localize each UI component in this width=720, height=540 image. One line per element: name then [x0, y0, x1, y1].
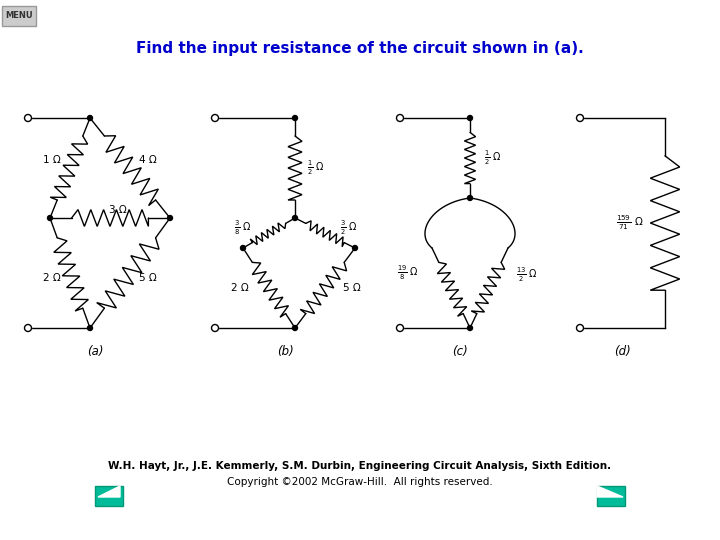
Bar — [95, 486, 123, 506]
Text: $\frac{3}{8}$ Ω: $\frac{3}{8}$ Ω — [235, 219, 252, 237]
Text: 1 Ω: 1 Ω — [43, 155, 61, 165]
Bar — [597, 486, 625, 506]
Circle shape — [467, 326, 472, 330]
Polygon shape — [597, 486, 623, 497]
Circle shape — [212, 325, 218, 332]
Text: $\frac{13}{2}$ Ω: $\frac{13}{2}$ Ω — [516, 266, 538, 284]
Circle shape — [212, 114, 218, 122]
Circle shape — [88, 326, 92, 330]
Circle shape — [168, 215, 173, 220]
Circle shape — [24, 114, 32, 122]
Text: 3 Ω: 3 Ω — [109, 205, 127, 215]
Circle shape — [292, 215, 297, 220]
Text: Copyright ©2002 McGraw-Hill.  All rights reserved.: Copyright ©2002 McGraw-Hill. All rights … — [227, 477, 493, 487]
Text: MENU: MENU — [5, 11, 33, 21]
Text: (a): (a) — [86, 346, 103, 359]
Text: $\frac{3}{2}$ Ω: $\frac{3}{2}$ Ω — [340, 219, 358, 237]
Circle shape — [292, 116, 297, 120]
Text: $\frac{19}{8}$ Ω: $\frac{19}{8}$ Ω — [397, 264, 419, 282]
Polygon shape — [98, 486, 120, 497]
Text: 2 Ω: 2 Ω — [43, 273, 61, 283]
Circle shape — [467, 116, 472, 120]
Text: $\frac{1}{2}$ Ω: $\frac{1}{2}$ Ω — [307, 159, 325, 177]
Text: 5 Ω: 5 Ω — [139, 273, 157, 283]
Text: (d): (d) — [613, 346, 631, 359]
Circle shape — [467, 195, 472, 200]
Text: 2 Ω: 2 Ω — [231, 283, 249, 293]
Circle shape — [577, 325, 583, 332]
Circle shape — [48, 215, 53, 220]
Circle shape — [24, 325, 32, 332]
Circle shape — [292, 326, 297, 330]
Text: Find the input resistance of the circuit shown in (a).: Find the input resistance of the circuit… — [136, 40, 584, 56]
Text: $\frac{1}{2}$ Ω: $\frac{1}{2}$ Ω — [484, 149, 502, 167]
Text: 4 Ω: 4 Ω — [139, 155, 157, 165]
Circle shape — [577, 114, 583, 122]
Circle shape — [397, 325, 403, 332]
Circle shape — [397, 114, 403, 122]
Text: (b): (b) — [276, 346, 293, 359]
Text: $\frac{159}{71}$ Ω: $\frac{159}{71}$ Ω — [616, 214, 644, 232]
Circle shape — [353, 246, 358, 251]
FancyBboxPatch shape — [2, 6, 36, 26]
Circle shape — [240, 246, 246, 251]
Circle shape — [88, 116, 92, 120]
Text: W.H. Hayt, Jr., J.E. Kemmerly, S.M. Durbin, Engineering Circuit Analysis, Sixth : W.H. Hayt, Jr., J.E. Kemmerly, S.M. Durb… — [109, 461, 611, 471]
Text: (c): (c) — [452, 346, 468, 359]
Text: 5 Ω: 5 Ω — [343, 283, 361, 293]
